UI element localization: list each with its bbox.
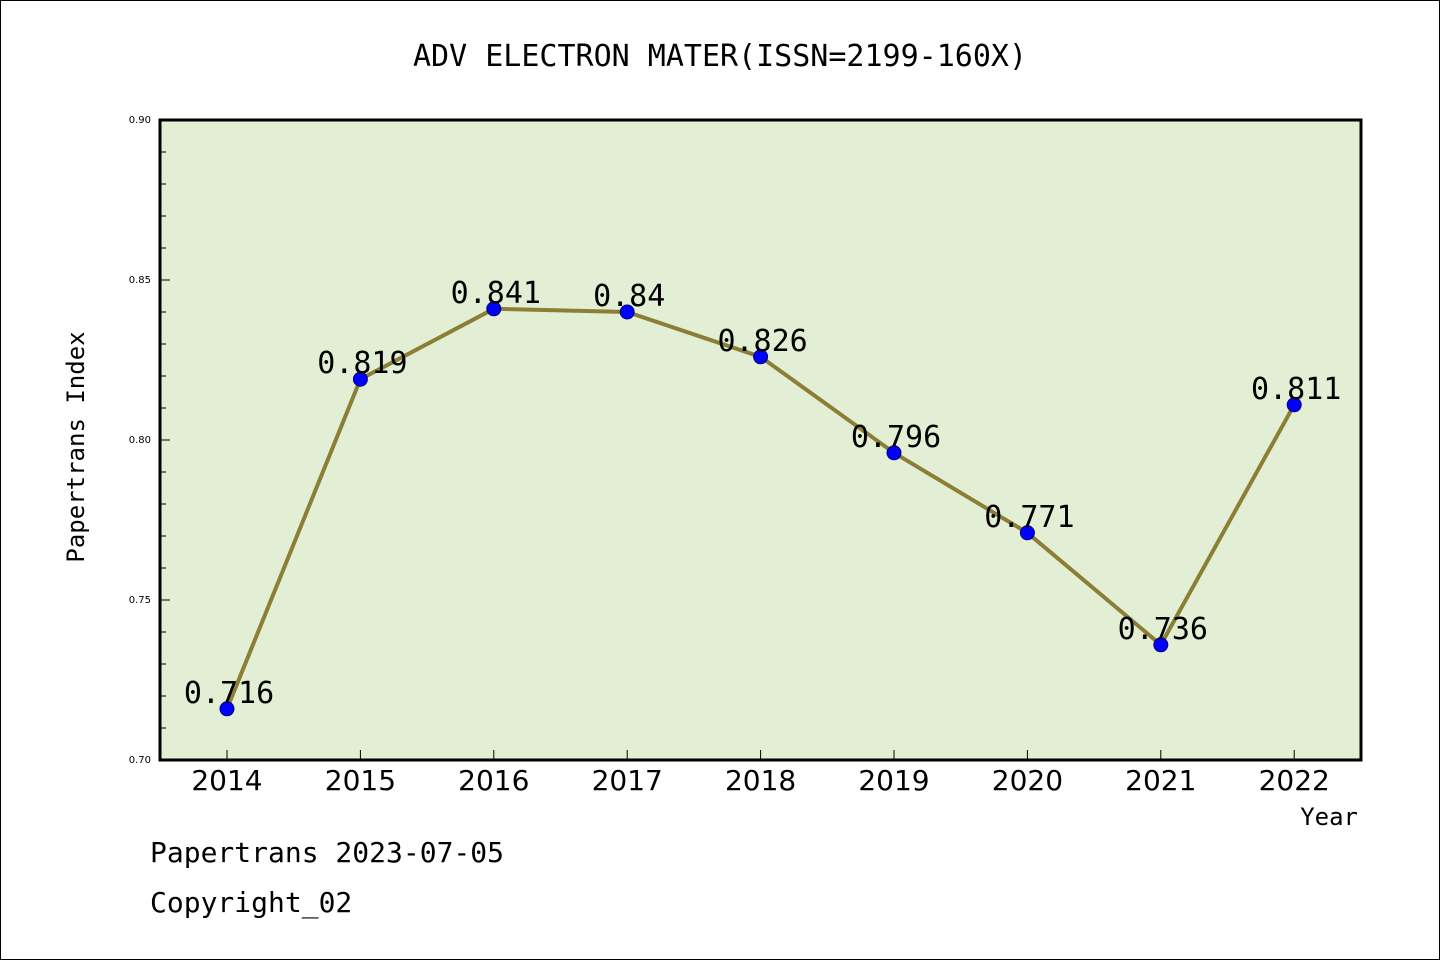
data-point-marker <box>219 701 235 717</box>
y-tick-label: 0.80 <box>129 435 151 446</box>
x-tick-label: 2015 <box>325 764 396 797</box>
data-label: 0.716 <box>184 676 274 711</box>
y-axis-label: Papertrans Index <box>62 331 90 562</box>
data-point-marker <box>1286 397 1302 413</box>
data-point-marker <box>886 445 902 461</box>
y-tick-label: 0.75 <box>129 595 151 606</box>
data-labels-group: 0.716 0.819 0.841 0.84 0.826 0.796 0.771 0.736 0… <box>184 276 1342 711</box>
data-label: 0.819 <box>317 346 407 381</box>
y-axis: 0.70 0.75 0.80 0.85 0.90 <box>129 115 170 766</box>
data-label: 0.84 <box>593 279 665 314</box>
data-label: 0.736 <box>1118 612 1208 647</box>
footer-copyright: Copyright_02 <box>150 886 353 919</box>
x-tick-label: 2021 <box>1125 764 1196 797</box>
markers-group <box>219 301 1302 717</box>
chart-title: ADV ELECTRON MATER(ISSN=2199-160X) <box>413 39 1027 74</box>
x-tick-label: 2019 <box>858 764 929 797</box>
y-tick-label: 0.85 <box>129 275 151 286</box>
data-point-marker <box>1019 525 1035 541</box>
x-axis-label: Year <box>1300 803 1358 831</box>
footer-date: Papertrans 2023-07-05 <box>150 836 505 869</box>
data-point-marker <box>753 349 769 365</box>
x-tick-label: 2018 <box>725 764 796 797</box>
data-label: 0.771 <box>984 500 1074 535</box>
data-point-marker <box>352 371 368 387</box>
data-point-marker <box>619 304 635 320</box>
data-point-marker <box>486 301 502 317</box>
data-point-marker <box>1153 637 1169 653</box>
x-tick-label: 2014 <box>191 764 262 797</box>
plot-area <box>158 118 1363 762</box>
x-tick-label: 2016 <box>458 764 529 797</box>
data-label: 0.811 <box>1251 372 1341 407</box>
data-label: 0.796 <box>851 420 941 455</box>
x-tick-label: 2022 <box>1259 764 1330 797</box>
x-tick-label: 2017 <box>592 764 663 797</box>
x-tick-label: 2020 <box>992 764 1063 797</box>
y-tick-label: 0.70 <box>129 755 151 766</box>
data-label: 0.826 <box>717 324 807 359</box>
y-tick-label: 0.90 <box>129 115 151 126</box>
x-axis: 2014 2015 2016 2017 2018 2019 2020 2021 2022 <box>191 750 1330 797</box>
data-label: 0.841 <box>451 276 541 311</box>
